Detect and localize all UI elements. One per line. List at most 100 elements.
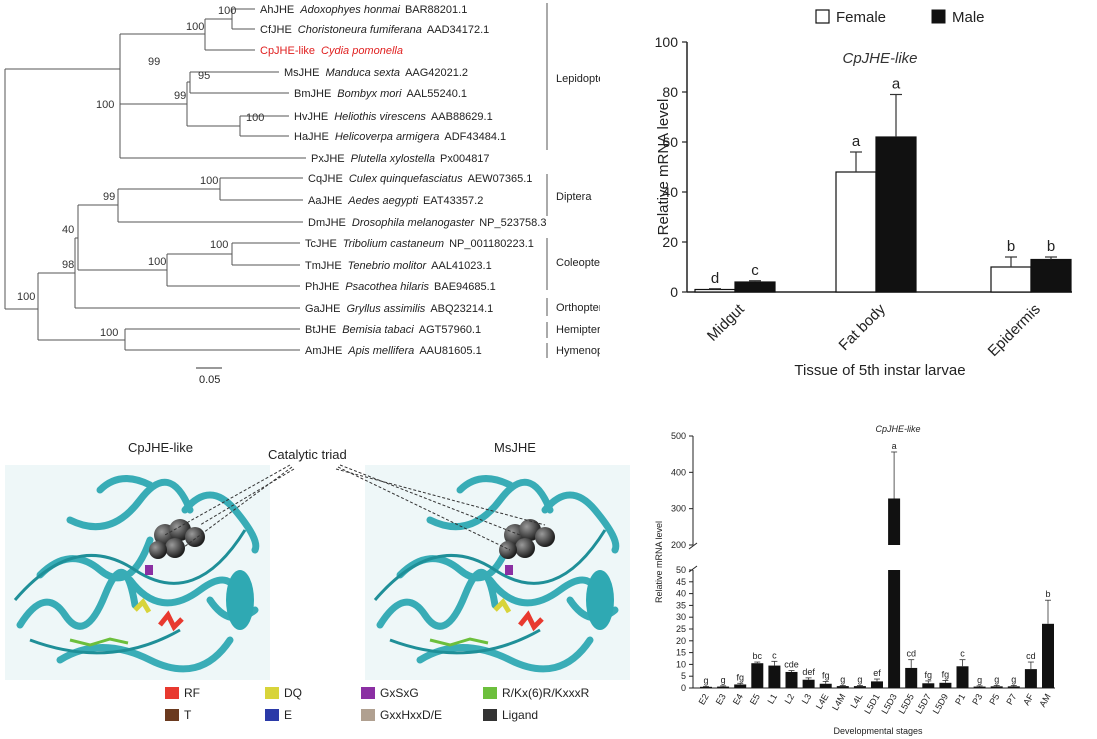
taxon-code: MsJHE (284, 67, 319, 79)
taxon-label: HaJHE Helicoverpa armigera ADF43484.1 (294, 131, 506, 143)
taxon-code: GaJHE (305, 303, 340, 315)
bootstrap-value: 100 (218, 5, 236, 17)
scale-bar-label: 0.05 (199, 374, 220, 386)
structure-legend-item: GxSxG (361, 686, 419, 700)
taxon-label: AmJHE Apis mellifera AAU81605.1 (305, 345, 482, 357)
taxon-accession: ABQ23214.1 (430, 303, 493, 315)
significance-letter: d (711, 270, 719, 287)
y-tick-label: 0 (681, 683, 686, 693)
significance-letter: bc (753, 651, 763, 661)
taxon-species: Manduca sexta (325, 67, 400, 79)
right-structure-title: MsJHE (494, 440, 536, 455)
y-tick-label: 0 (670, 284, 678, 300)
bar (853, 686, 866, 688)
legend-label: T (184, 708, 192, 722)
x-tick-label: P5 (987, 692, 1001, 707)
legend-label: E (284, 708, 293, 722)
bootstrap-value: 100 (200, 175, 218, 187)
catalytic-triad-pointers (164, 464, 546, 551)
bar (734, 684, 747, 688)
protein-structure-panel: CpJHE-like MsJHE Catalytic triad (0, 400, 630, 739)
legend-swatch-male (931, 9, 946, 24)
taxon-code: CpJHE-like (260, 45, 315, 57)
legend-swatch (165, 709, 179, 721)
legend-swatch (265, 687, 279, 699)
taxon-label: BmJHE Bombyx mori AAL55240.1 (294, 88, 467, 100)
taxon-species: Drosophila melanogaster (352, 217, 476, 229)
taxon-label: CfJHE Choristoneura fumiferana AAD34172.1 (260, 24, 489, 36)
bar (1042, 623, 1054, 688)
bar (1007, 686, 1020, 688)
taxon-species: Heliothis virescens (334, 111, 426, 123)
legend-swatch (361, 709, 375, 721)
taxon-code: CfJHE (260, 24, 292, 36)
legend-label: GxxHxxD/E (380, 708, 443, 722)
bootstrap-value: 100 (17, 291, 35, 303)
taxon-accession: EAT43357.2 (423, 195, 483, 207)
significance-letter: g (721, 675, 726, 685)
x-axis-label: Developmental stages (833, 726, 923, 736)
y-tick-label: 10 (676, 659, 686, 669)
taxon-code: PhJHE (305, 281, 339, 293)
x-tick-label: P3 (970, 692, 984, 707)
bootstrap-value: 99 (174, 90, 186, 102)
y-tick-label: 15 (676, 648, 686, 658)
x-tick-label: L5D1 (862, 692, 881, 716)
bar (717, 686, 730, 688)
structure-legend: RF DQ GxSxG R/Kx(6)R/KxxxR T E GxxHxxD/E Ligand (165, 686, 595, 736)
bootstrap-value: 100 (100, 327, 118, 339)
bootstrap-value: 100 (210, 239, 228, 251)
x-tick-label: L5D9 (931, 692, 950, 716)
y-tick-label: 500 (671, 431, 686, 441)
bar (836, 686, 849, 688)
significance-letter: g (994, 674, 999, 684)
structure-legend-item: T (165, 708, 191, 722)
significance-letter: g (840, 674, 845, 684)
taxon-species: Bombyx mori (337, 88, 402, 100)
taxon-accession: NP_523758.3 (479, 217, 546, 229)
bar (768, 665, 781, 688)
significance-letter: fg (925, 670, 933, 680)
taxon-label: AhJHE Adoxophyes honmai BAR88201.1 (260, 4, 467, 16)
taxon-label: CqJHE Culex quinquefasciatus AEW07365.1 (308, 173, 532, 185)
taxon-code: BtJHE (305, 324, 336, 336)
y-tick-label: 400 (671, 467, 686, 477)
taxon-accession: NP_001180223.1 (449, 238, 534, 250)
taxon-code: HaJHE (294, 131, 329, 143)
taxon-species: Choristoneura fumiferana (298, 24, 422, 36)
y-tick-label: 200 (671, 540, 686, 550)
taxon-accession: ADF43484.1 (444, 131, 506, 143)
x-tick-label: L5D3 (879, 692, 898, 716)
significance-letter: g (857, 674, 862, 684)
axis-break-mark (688, 542, 698, 550)
y-tick-label: 45 (676, 577, 686, 587)
x-tick-label: E2 (697, 692, 711, 707)
taxon-species: Tribolium castaneum (343, 238, 444, 250)
x-axis-label: Tissue of 5th instar larvae (794, 362, 965, 379)
x-tick-label: E5 (748, 692, 762, 707)
bootstrap-value: 98 (62, 259, 74, 271)
taxon-label: AaJHE Aedes aegypti EAT43357.2 (308, 195, 483, 207)
taxon-species: Plutella xylostella (351, 153, 435, 165)
bootstrap-value: 100 (186, 21, 204, 33)
legend-label: GxSxG (380, 686, 419, 700)
taxon-label: TmJHE Tenebrio molitor AAL41023.1 (305, 260, 492, 272)
x-tick-label: E3 (714, 692, 728, 707)
y-axis-label: Relative mRNA level (654, 521, 664, 603)
taxon-label: PxJHE Plutella xylostella Px004817 (311, 153, 490, 165)
x-tick-label: Midgut (704, 300, 748, 344)
legend-swatch (265, 709, 279, 721)
bootstrap-value: 100 (246, 112, 264, 124)
structure-legend-item: R/Kx(6)R/KxxxR (483, 686, 589, 700)
bar (751, 663, 764, 688)
legend-label: Ligand (502, 708, 539, 722)
bar (990, 686, 1003, 688)
left-structure-title: CpJHE-like (128, 440, 194, 455)
bar (1030, 258, 1072, 293)
taxon-species: Helicoverpa armigera (335, 131, 440, 143)
x-tick-label: L4E (814, 692, 831, 711)
significance-letter: b (1045, 589, 1050, 599)
y-tick-label: 40 (662, 184, 678, 200)
taxon-accession: AAD34172.1 (427, 24, 489, 36)
structure-legend-item: RF (165, 686, 200, 700)
